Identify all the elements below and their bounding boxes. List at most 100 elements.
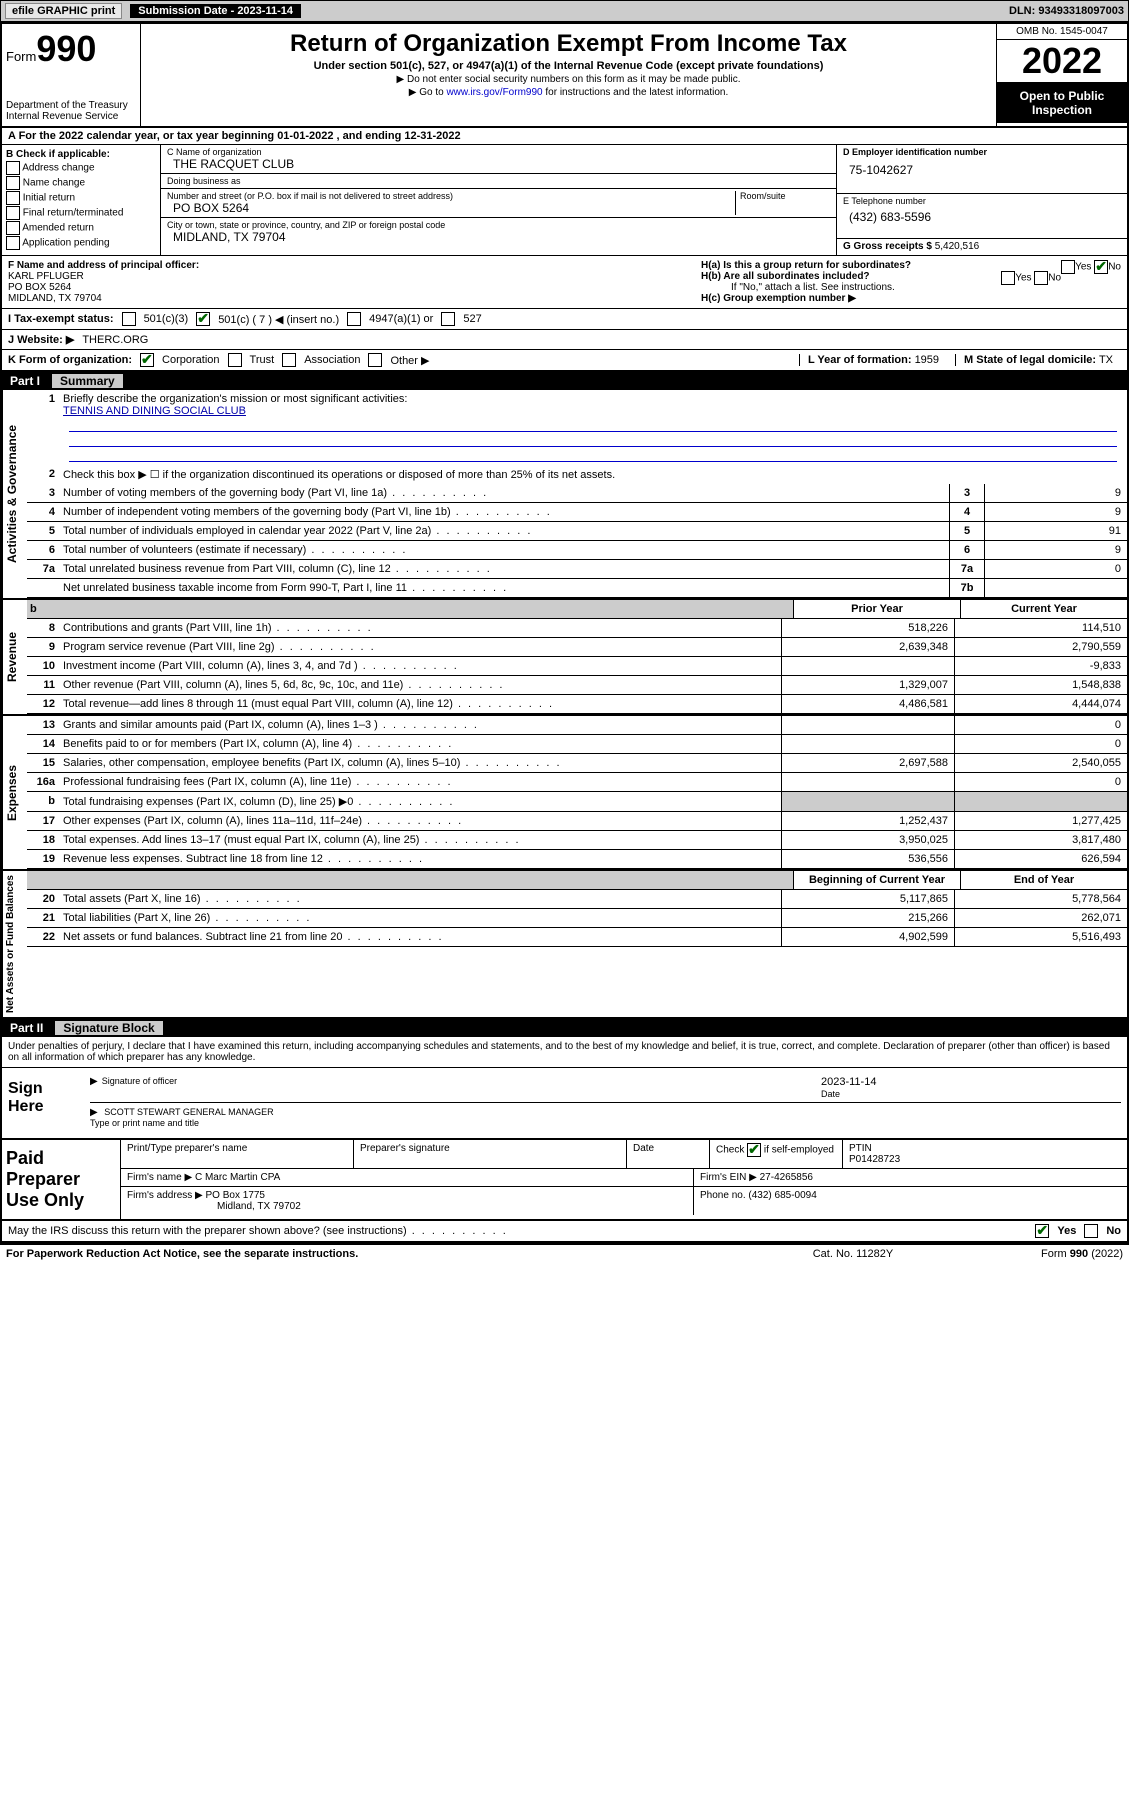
chk-corp[interactable]: [140, 353, 154, 367]
efile-print-button[interactable]: efile GRAPHIC print: [5, 3, 122, 19]
firm-name: C Marc Martin CPA: [195, 1172, 280, 1183]
firm-addr1: PO Box 1775: [206, 1190, 265, 1201]
form-title: Return of Organization Exempt From Incom…: [149, 30, 988, 58]
hb-no[interactable]: [1034, 271, 1048, 285]
chk-4947[interactable]: [347, 312, 361, 326]
chk-app-pending[interactable]: Application pending: [6, 236, 156, 250]
part-i-header: Part ISummary: [2, 372, 1127, 390]
row-j: J Website: ▶ THERC.ORG: [2, 330, 1127, 350]
firm-ein: 27-4265856: [760, 1172, 813, 1183]
officer-label: F Name and address of principal officer:: [8, 260, 199, 271]
summary-line: 6Total number of volunteers (estimate if…: [27, 541, 1127, 560]
phone-label: E Telephone number: [843, 196, 1121, 206]
sign-here: Sign Here: [2, 1068, 84, 1138]
chk-initial-return[interactable]: Initial return: [6, 191, 156, 205]
side-governance: Activities & Governance: [2, 390, 27, 598]
summary-line: 17Other expenses (Part IX, column (A), l…: [27, 812, 1127, 831]
hb-label: H(b) Are all subordinates included?: [701, 271, 870, 282]
summary-line: 18Total expenses. Add lines 13–17 (must …: [27, 831, 1127, 850]
summary-line: bTotal fundraising expenses (Part IX, co…: [27, 792, 1127, 812]
col-begin: Beginning of Current Year: [809, 874, 945, 886]
dept-treasury: Department of the Treasury: [6, 100, 136, 111]
chk-501c[interactable]: [196, 312, 210, 326]
summary-line: 20Total assets (Part X, line 16)5,117,86…: [27, 890, 1127, 909]
gross-receipts-label: G Gross receipts $: [843, 241, 932, 252]
summary-line: 4Number of independent voting members of…: [27, 503, 1127, 522]
open-public: Open to Public Inspection: [997, 83, 1127, 123]
officer-addr1: PO BOX 5264: [8, 282, 71, 293]
signer-name: SCOTT STEWART GENERAL MANAGER: [104, 1107, 273, 1117]
summary-line: 11Other revenue (Part VIII, column (A), …: [27, 676, 1127, 695]
chk-other[interactable]: [368, 353, 382, 367]
ptin: P01428723: [849, 1154, 900, 1165]
declaration: Under penalties of perjury, I declare th…: [2, 1037, 1127, 1068]
street-address: PO BOX 5264: [167, 201, 735, 215]
summary-line: 9Program service revenue (Part VIII, lin…: [27, 638, 1127, 657]
prep-name-label: Print/Type preparer's name: [121, 1140, 354, 1168]
prep-sig-label: Preparer's signature: [354, 1140, 627, 1168]
form-footer: Form 990 (2022): [943, 1248, 1123, 1260]
chk-assoc[interactable]: [282, 353, 296, 367]
side-revenue: Revenue: [2, 600, 27, 714]
sig-date: 2023-11-14: [821, 1076, 876, 1088]
irs-link[interactable]: www.irs.gov/Form990: [446, 87, 542, 98]
chk-501c3[interactable]: [122, 312, 136, 326]
irs-label: Internal Revenue Service: [6, 111, 136, 122]
tax-year: 2022: [997, 40, 1127, 83]
prep-date-label: Date: [627, 1140, 710, 1168]
part-ii-header: Part IISignature Block: [2, 1019, 1127, 1037]
summary-line: 13Grants and similar amounts paid (Part …: [27, 716, 1127, 735]
row-a-tax-year: A For the 2022 calendar year, or tax yea…: [2, 128, 1127, 145]
cat-no: Cat. No. 11282Y: [763, 1248, 943, 1260]
room-label: Room/suite: [740, 191, 830, 201]
officer-name: KARL PFLUGER: [8, 271, 84, 282]
year-formation: 1959: [915, 354, 939, 366]
phone: (432) 683-5596: [843, 206, 1121, 224]
dln: DLN: 93493318097003: [1009, 5, 1124, 17]
chk-527[interactable]: [441, 312, 455, 326]
mission: TENNIS AND DINING SOCIAL CLUB: [63, 405, 246, 417]
paid-preparer-label: Paid Preparer Use Only: [2, 1140, 121, 1219]
pra-notice: For Paperwork Reduction Act Notice, see …: [6, 1248, 763, 1260]
col-current: Current Year: [1011, 603, 1077, 615]
city-state-zip: MIDLAND, TX 79704: [167, 230, 830, 244]
dba-label: Doing business as: [167, 176, 830, 186]
hc-label: H(c) Group exemption number ▶: [701, 293, 856, 304]
subtitle-1: Under section 501(c), 527, or 4947(a)(1)…: [149, 60, 988, 72]
form-header: Form990 Department of the Treasury Inter…: [2, 24, 1127, 128]
side-net: Net Assets or Fund Balances: [2, 871, 27, 1017]
website: THERC.ORG: [82, 334, 148, 346]
state-domicile: TX: [1099, 354, 1113, 366]
summary-line: 16aProfessional fundraising fees (Part I…: [27, 773, 1127, 792]
sig-officer-label: Signature of officer: [90, 1076, 821, 1100]
summary-line: 12Total revenue—add lines 8 through 11 (…: [27, 695, 1127, 714]
chk-name-change[interactable]: Name change: [6, 176, 156, 190]
firm-addr2: Midland, TX 79702: [127, 1201, 301, 1212]
chk-final-return[interactable]: Final return/terminated: [6, 206, 156, 220]
discuss-no[interactable]: [1084, 1224, 1098, 1238]
chk-amended[interactable]: Amended return: [6, 221, 156, 235]
summary-line: 14Benefits paid to or for members (Part …: [27, 735, 1127, 754]
chk-trust[interactable]: [228, 353, 242, 367]
summary-line: Net unrelated business taxable income fr…: [27, 579, 1127, 598]
summary-line: 19Revenue less expenses. Subtract line 1…: [27, 850, 1127, 869]
summary-line: 22Net assets or fund balances. Subtract …: [27, 928, 1127, 947]
row-k-label: K Form of organization:: [8, 354, 132, 366]
chk-address-change[interactable]: Address change: [6, 161, 156, 175]
ha-yes[interactable]: [1061, 260, 1075, 274]
city-label: City or town, state or province, country…: [167, 220, 830, 230]
discuss-yes[interactable]: [1035, 1224, 1049, 1238]
line1-label: Briefly describe the organization's miss…: [63, 393, 407, 405]
chk-self-employed[interactable]: [747, 1143, 761, 1157]
form-990: Form990 Department of the Treasury Inter…: [0, 22, 1129, 1245]
footer: For Paperwork Reduction Act Notice, see …: [0, 1245, 1129, 1263]
ha-no[interactable]: [1094, 260, 1108, 274]
summary-line: 10Investment income (Part VIII, column (…: [27, 657, 1127, 676]
hb-yes[interactable]: [1001, 271, 1015, 285]
addr-label: Number and street (or P.O. box if mail i…: [167, 191, 735, 201]
subtitle-2: ▶ Do not enter social security numbers o…: [149, 74, 988, 85]
summary-line: 7aTotal unrelated business revenue from …: [27, 560, 1127, 579]
ha-label: H(a) Is this a group return for subordin…: [701, 260, 911, 271]
form-number: 990: [36, 28, 96, 69]
summary-line: 15Salaries, other compensation, employee…: [27, 754, 1127, 773]
